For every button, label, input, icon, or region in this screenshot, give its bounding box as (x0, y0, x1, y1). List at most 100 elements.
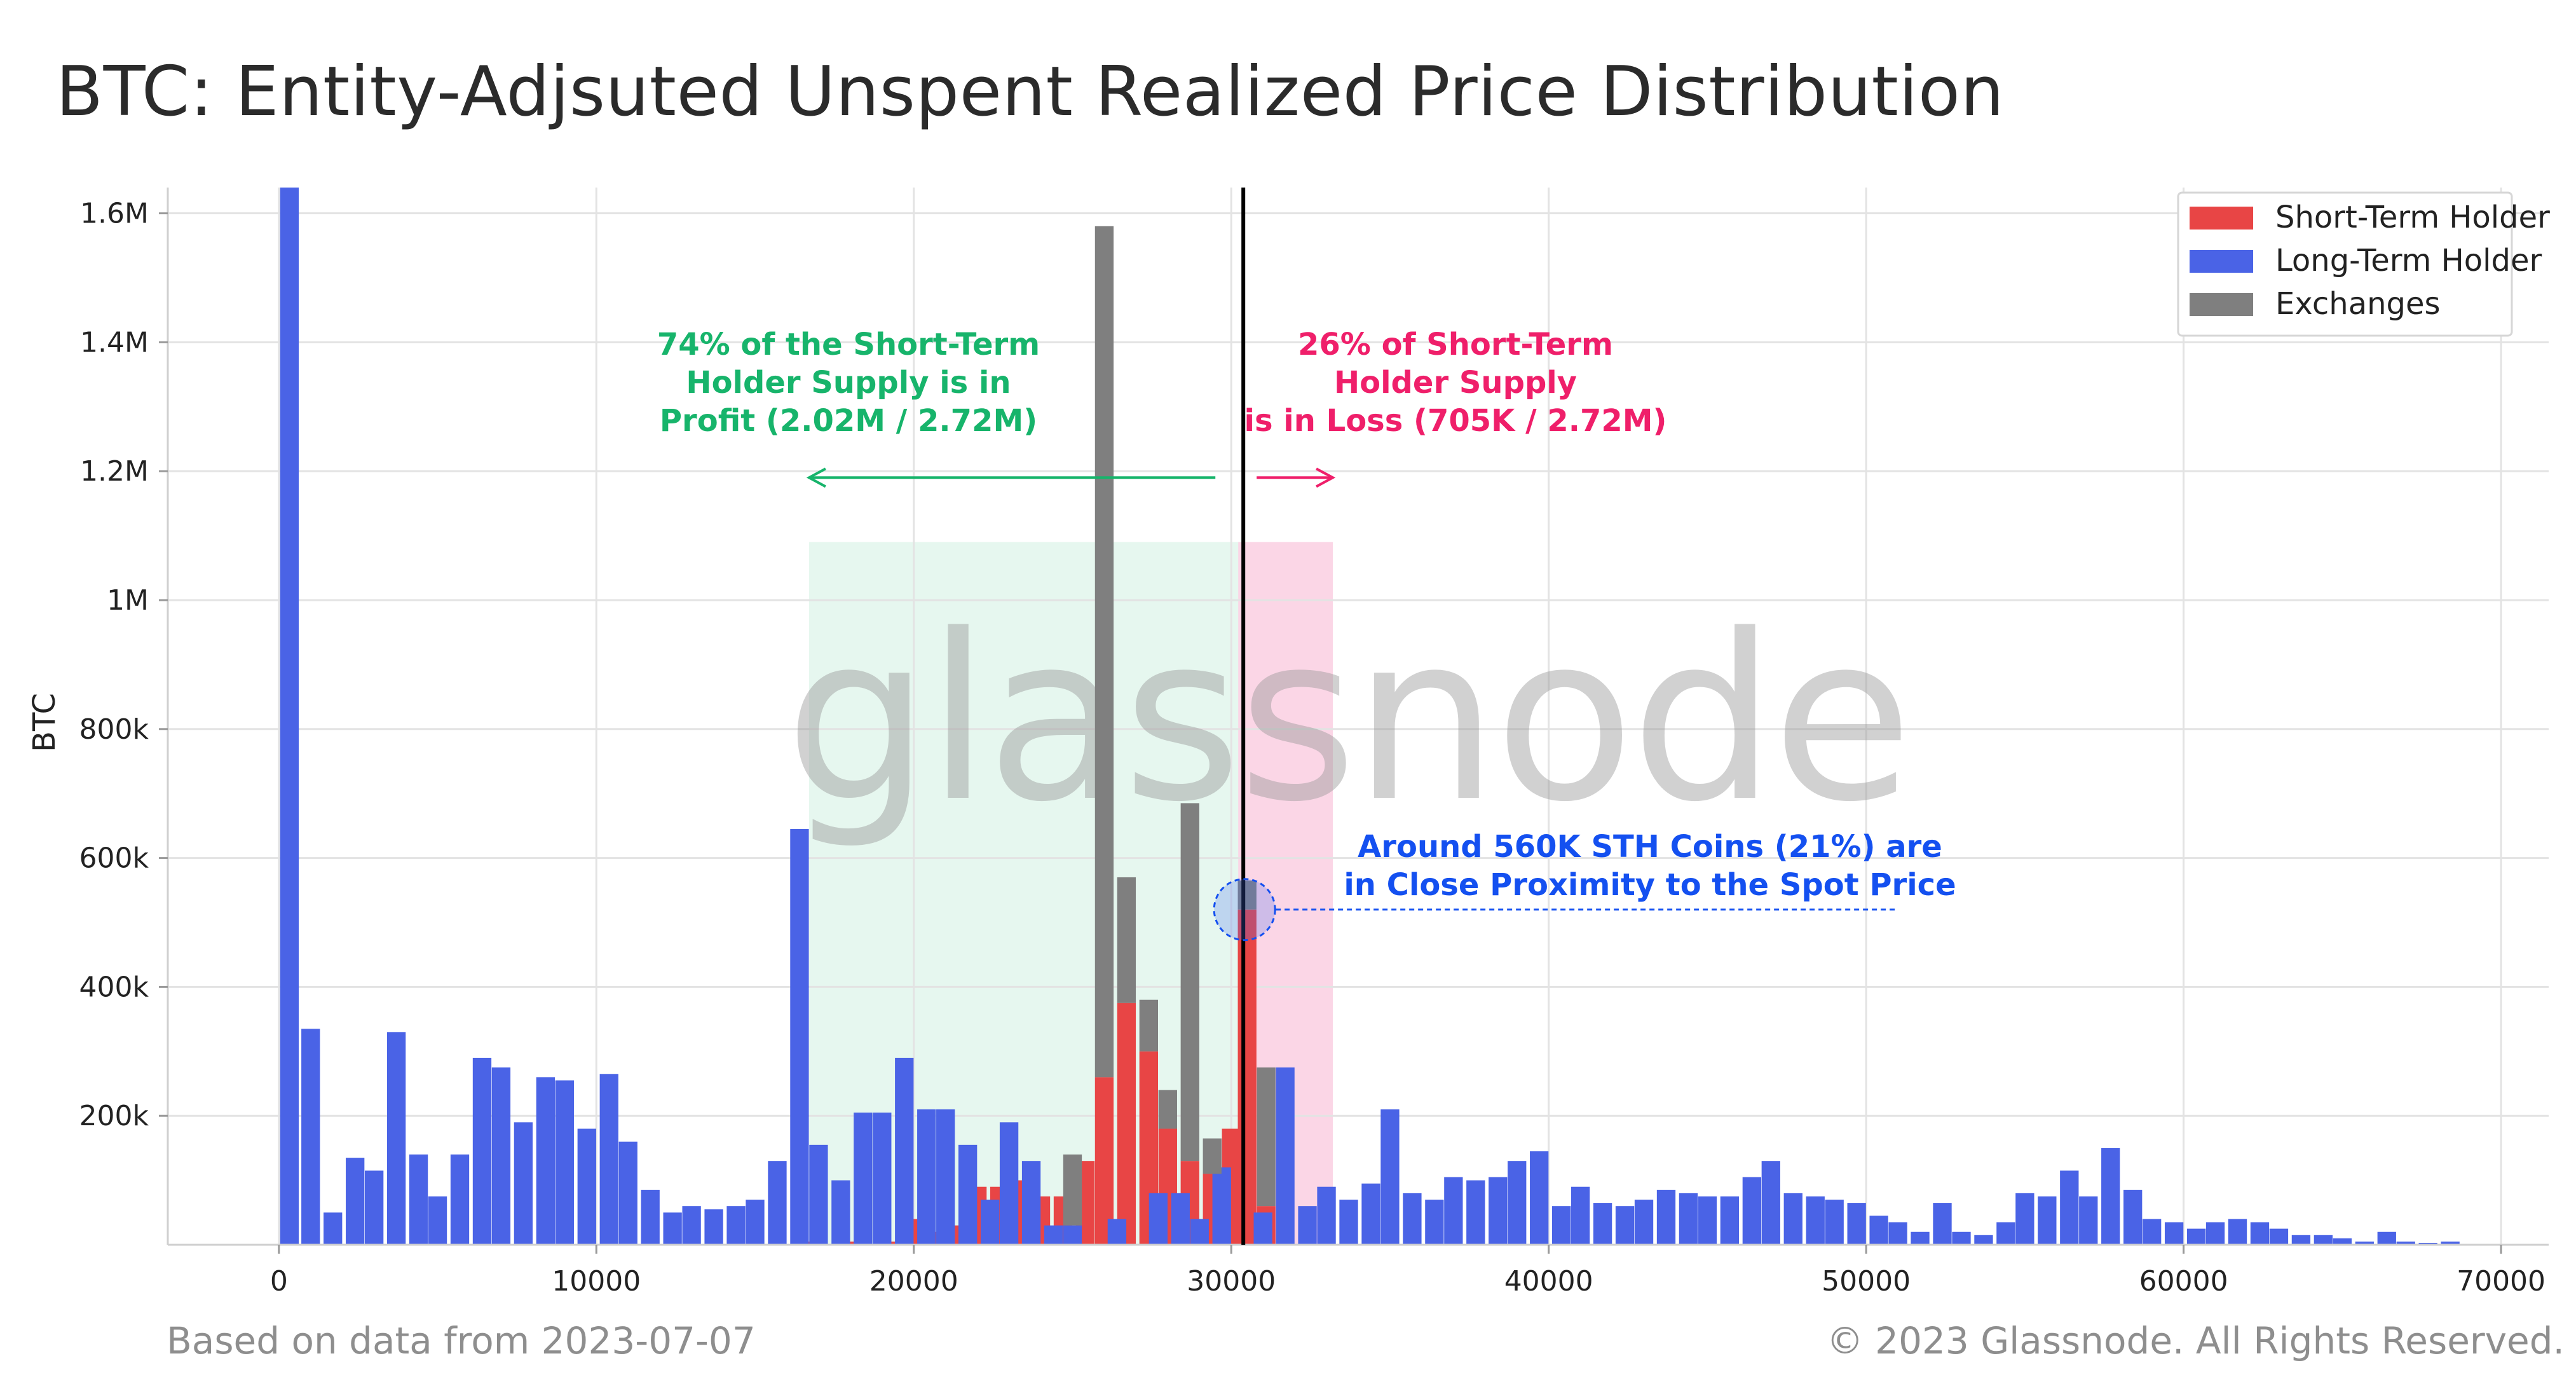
legend-entry: Long-Term Holder (2275, 243, 2542, 278)
long-term-holder-bar (1508, 1161, 1527, 1245)
long-term-holder-bar (536, 1077, 555, 1245)
long-term-holder-bar (2314, 1235, 2333, 1245)
long-term-holder-bar (999, 1122, 1019, 1245)
long-term-holder-bar (472, 1057, 492, 1245)
long-term-holder-bar (450, 1154, 470, 1245)
long-term-holder-bar (1339, 1200, 1358, 1245)
legend-swatch (2190, 250, 2253, 273)
long-term-holder-bar (2123, 1189, 2143, 1245)
y-tick-label: 1.2M (80, 455, 149, 488)
loss-arrow-head (1316, 467, 1336, 488)
long-term-holder-bar (809, 1144, 828, 1245)
long-term-holder-bar (428, 1196, 447, 1245)
long-term-holder-bar (2079, 1196, 2098, 1245)
long-term-holder-bar (1466, 1180, 1485, 1245)
long-term-holder-bar (1720, 1196, 1740, 1245)
long-term-holder-bar (1489, 1177, 1508, 1245)
long-term-holder-bar (831, 1180, 850, 1245)
short-term-holder-bar (1237, 909, 1257, 1245)
long-term-holder-bar (1021, 1161, 1041, 1245)
y-tick-label: 1M (107, 584, 149, 617)
bars (280, 188, 2460, 1245)
long-term-holder-bar (2396, 1241, 2415, 1245)
long-term-holder-bar (2418, 1242, 2437, 1245)
profit-arrow-head (806, 467, 826, 488)
axes: 200k 400k 600k 800k 1M 1.2M 1.4M 1.6M 0 10000 2000… (27, 188, 2549, 1298)
long-term-holder-bar (663, 1212, 682, 1245)
long-term-holder-bar (1148, 1193, 1168, 1245)
long-term-holder-bar (2205, 1222, 2225, 1245)
legend-swatch (2190, 293, 2253, 316)
long-term-holder-bar (618, 1141, 637, 1245)
exchanges-bar (1180, 803, 1199, 1161)
exchanges-bar (1257, 1067, 1276, 1207)
short-term-holder-bar (1094, 1077, 1114, 1245)
short-term-holder-bar (885, 1241, 904, 1245)
proximity-circle (1213, 878, 1276, 942)
loss-annotation-line: Holder Supply (1334, 365, 1577, 401)
long-term-holder-bar (1276, 1067, 1295, 1245)
exchanges-bar (1203, 1138, 1222, 1174)
long-term-holder-bar (1253, 1212, 1272, 1245)
long-term-holder-bar (386, 1032, 406, 1245)
long-term-holder-bar (2355, 1241, 2374, 1245)
long-term-holder-bar (682, 1206, 701, 1245)
long-term-holder-bar (599, 1074, 618, 1245)
long-term-holder-bar (1212, 1167, 1231, 1245)
short-term-holder-bar (800, 1241, 819, 1245)
y-tick-label: 200k (79, 1100, 149, 1132)
long-term-holder-bar (726, 1206, 746, 1245)
long-term-holder-bar (1888, 1222, 1907, 1245)
y-axis-label: BTC (27, 693, 62, 752)
y-tick-label: 1.4M (80, 326, 149, 359)
long-term-holder-bar (1571, 1186, 1590, 1245)
chart-title: BTC: Entity-Adjsuted Unspent Realized Pr… (56, 52, 2005, 132)
short-term-holder-bar (1117, 1003, 1136, 1245)
long-term-holder-bar (1380, 1109, 1400, 1245)
long-term-holder-bar (2377, 1231, 2396, 1245)
long-term-holder-bar (1530, 1151, 1549, 1245)
long-term-holder-bar (1679, 1193, 1698, 1245)
long-term-holder-bar (2291, 1235, 2311, 1245)
long-term-holder-bar (1933, 1203, 1952, 1245)
profit-annotation-line: Profit (2.02M / 2.72M) (660, 403, 1037, 439)
long-term-holder-bar (1552, 1206, 1571, 1245)
long-term-holder-bar (1825, 1200, 1844, 1245)
long-term-holder-bar (1634, 1200, 1654, 1245)
long-term-holder-bar (364, 1170, 384, 1245)
profit-annotation-line: Holder Supply is in (686, 365, 1011, 401)
short-term-holder-bar (841, 1241, 860, 1245)
long-term-holder-bar (895, 1057, 914, 1245)
long-term-holder-bar (1444, 1177, 1463, 1245)
long-term-holder-bar (1425, 1200, 1444, 1245)
profit-arrow (806, 467, 1216, 488)
long-term-holder-bar (1656, 1189, 1676, 1245)
long-term-holder-bar (1063, 1225, 1082, 1245)
x-tick-label: 0 (270, 1265, 288, 1298)
long-term-holder-bar (1698, 1196, 1717, 1245)
long-term-holder-bar (280, 188, 299, 1245)
long-term-holder-bar (409, 1154, 428, 1245)
long-term-holder-bar (2186, 1228, 2206, 1245)
long-term-holder-bar (2060, 1170, 2079, 1245)
x-tick-label: 30000 (1187, 1265, 1276, 1298)
x-tick-label: 60000 (2139, 1265, 2228, 1298)
legend-entry: Exchanges (2275, 286, 2441, 322)
long-term-holder-bar (2101, 1148, 2120, 1245)
y-tick-label: 400k (79, 971, 149, 1003)
long-term-holder-bar (577, 1128, 596, 1245)
long-term-holder-bar (2038, 1196, 2057, 1245)
y-tick-label: 1.6M (80, 198, 149, 230)
long-term-holder-bar (2250, 1222, 2270, 1245)
legend-box (2177, 191, 2513, 337)
long-term-holder-bar (1044, 1225, 1063, 1245)
loss-annotation-line: 26% of Short-Term (1298, 327, 1613, 362)
long-term-holder-bar (790, 828, 809, 1245)
y-tick-label: 800k (79, 713, 149, 746)
x-tick-label: 70000 (2457, 1265, 2545, 1298)
exchanges-bar (1237, 880, 1257, 910)
legend-entry: Short-Term Holder (2275, 200, 2550, 235)
copyright: © 2023 Glassnode. All Rights Reserved. (1826, 1319, 2565, 1362)
long-term-holder-bar (1847, 1203, 1866, 1245)
legend-swatch (2190, 207, 2253, 230)
